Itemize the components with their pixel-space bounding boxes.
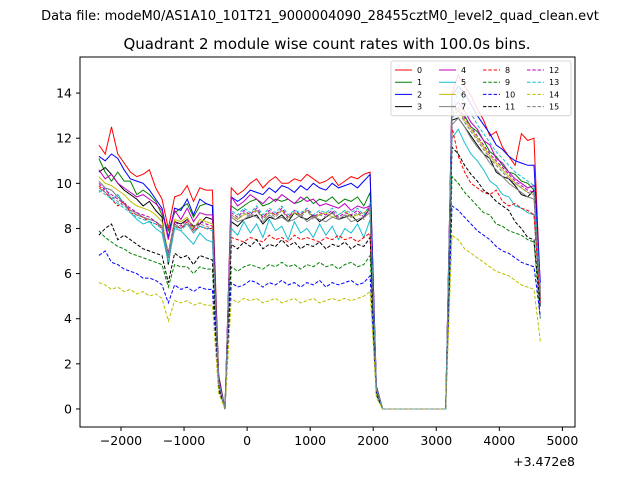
x-offset-label: +3.472e8 <box>513 454 575 469</box>
x-tick-label: −2000 <box>100 433 142 448</box>
legend-label-1: 1 <box>417 78 422 87</box>
series-line-10 <box>98 204 541 410</box>
x-tick-label: 0 <box>243 433 251 448</box>
x-tick-label: 5000 <box>546 433 578 448</box>
x-tick-label: 4000 <box>483 433 515 448</box>
legend-label-8: 8 <box>505 66 510 75</box>
legend-label-4: 4 <box>461 66 466 75</box>
series-line-12 <box>98 105 541 410</box>
legend-label-7: 7 <box>461 103 466 112</box>
y-axis: 0 2 4 6 8 10 12 14 <box>56 86 80 416</box>
legend-label-0: 0 <box>417 66 422 75</box>
y-tick-label: 14 <box>56 86 72 101</box>
y-tick-label: 10 <box>56 176 72 191</box>
y-tick-label: 0 <box>64 401 72 416</box>
series-line-15 <box>98 110 541 410</box>
x-tick-label: −1000 <box>163 433 205 448</box>
legend-box <box>390 60 572 117</box>
legend-label-6: 6 <box>461 90 466 99</box>
series-line-5 <box>98 128 541 410</box>
series-line-11 <box>98 145 541 410</box>
x-tick-label: 2000 <box>357 433 389 448</box>
suptitle: Data file: modeM0/AS1A10_101T21_90000040… <box>41 9 599 24</box>
y-tick-label: 8 <box>64 221 72 236</box>
y-tick-label: 12 <box>56 131 72 146</box>
legend-label-5: 5 <box>461 78 466 87</box>
series-line-14 <box>98 234 541 410</box>
plot-frame <box>79 56 576 428</box>
plot-lines <box>98 73 541 410</box>
legend-label-14: 14 <box>549 90 559 99</box>
legend-label-15: 15 <box>549 103 559 112</box>
series-line-9 <box>98 175 541 410</box>
y-tick-label: 4 <box>64 311 72 326</box>
y-tick-label: 2 <box>64 356 72 371</box>
legend-label-10: 10 <box>505 90 515 99</box>
chart-title: Quadrant 2 module wise count rates with … <box>123 35 530 53</box>
legend-label-12: 12 <box>549 66 559 75</box>
legend-label-2: 2 <box>417 90 422 99</box>
legend-label-11: 11 <box>505 103 515 112</box>
legend-label-3: 3 <box>417 103 422 112</box>
x-axis: −2000 −1000 0 1000 2000 3000 4000 5000 <box>100 427 578 448</box>
legend-label-13: 13 <box>549 78 559 87</box>
x-tick-label: 3000 <box>420 433 452 448</box>
y-tick-label: 6 <box>64 266 72 281</box>
legend-label-9: 9 <box>505 78 510 87</box>
x-tick-label: 1000 <box>294 433 326 448</box>
